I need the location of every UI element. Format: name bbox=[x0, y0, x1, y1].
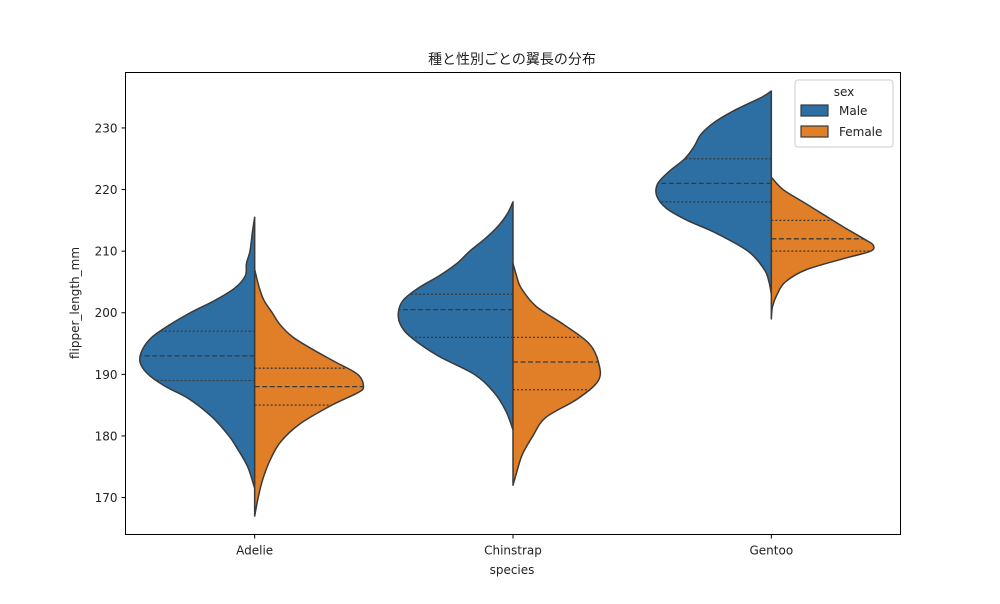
x-tick-label: Gentoo bbox=[749, 544, 793, 558]
y-tick-label: 180 bbox=[95, 429, 118, 443]
plot-frame bbox=[125, 72, 901, 535]
violin-female-gentoo bbox=[770, 176, 875, 320]
y-tick-label: 220 bbox=[95, 183, 118, 197]
y-tick-label: 170 bbox=[95, 491, 118, 505]
x-axis-label: species bbox=[490, 563, 535, 577]
y-tick-label: 200 bbox=[95, 306, 118, 320]
legend-swatch-male bbox=[800, 104, 829, 117]
legend-label-male: Male bbox=[839, 104, 867, 118]
x-axis: Adelie Chinstrap Gentoo bbox=[236, 534, 793, 558]
chart-title: 種と性別ごとの翼長の分布 bbox=[428, 52, 596, 68]
legend-label-female: Female bbox=[839, 125, 882, 139]
y-axis: 170 180 190 200 210 220 230 bbox=[95, 121, 126, 505]
y-tick-label: 210 bbox=[95, 245, 118, 259]
x-tick-label: Chinstrap bbox=[484, 544, 542, 558]
y-axis-label: flipper_length_mm bbox=[68, 247, 82, 359]
x-tick-label: Adelie bbox=[236, 544, 273, 558]
violin-layer bbox=[138, 90, 875, 517]
violin-female-chinstrap bbox=[512, 262, 602, 486]
legend-swatch-female bbox=[800, 125, 829, 138]
violin-female-adelie bbox=[253, 268, 365, 517]
violin-male-chinstrap bbox=[397, 201, 514, 431]
violin-male-gentoo bbox=[655, 90, 773, 296]
legend-title: sex bbox=[834, 85, 855, 99]
y-tick-label: 230 bbox=[95, 121, 118, 135]
violin-male-adelie bbox=[138, 216, 256, 490]
y-tick-label: 190 bbox=[95, 368, 118, 382]
legend: sex Male Female bbox=[794, 79, 894, 148]
